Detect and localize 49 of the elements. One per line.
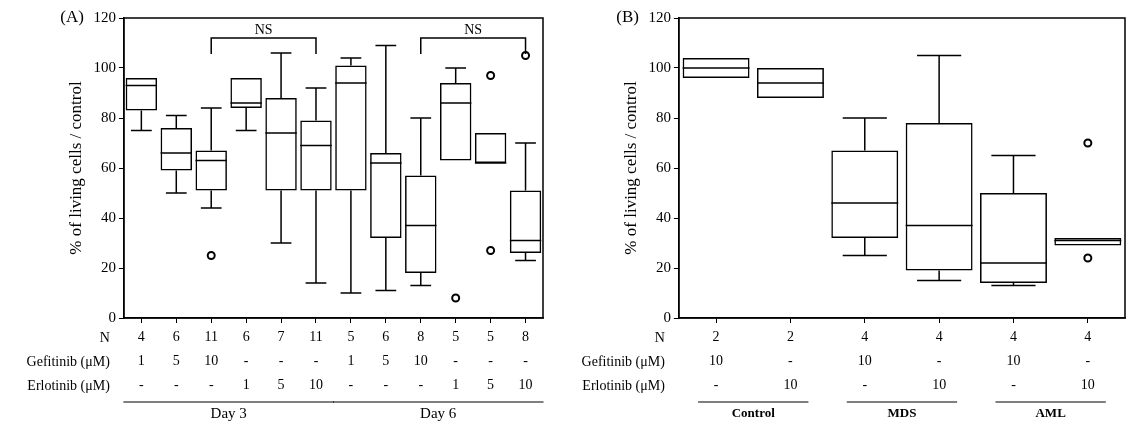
x-tick-label: 5 - 1	[452, 328, 460, 392]
y-tick-label: 120	[93, 8, 116, 25]
x-tick-label: 4 - 10	[932, 328, 947, 392]
x-tick-label: 4 10 -	[857, 328, 872, 392]
y-tick-label: 40	[100, 208, 116, 225]
y-tick-label: 0	[108, 308, 116, 325]
y-tick-label: 0	[663, 308, 671, 325]
text: Erlotinib (μM)	[582, 377, 666, 394]
text: Day 6	[420, 405, 457, 422]
text: N	[654, 329, 665, 345]
text: Gefitinib (μM)	[581, 353, 666, 370]
x-tick-label: 11 10 -	[204, 328, 219, 392]
x-tick-label: 2 10 -	[709, 328, 724, 392]
x-tick-label: 6 5 -	[382, 328, 390, 392]
x-tick-label: 7 - 5	[277, 328, 285, 392]
text: Control	[731, 404, 776, 420]
y-tick-label: 60	[100, 158, 116, 175]
x-tick-label: 4 10 -	[1006, 328, 1021, 392]
x-tick-label: 6 - 1	[242, 328, 250, 392]
text: N	[99, 329, 110, 345]
y-tick-label: 20	[100, 258, 116, 275]
y-axis-title: % of living cells / control	[65, 81, 85, 255]
annotation: NS	[464, 21, 483, 37]
x-tick-label: 8 - 10	[518, 328, 533, 392]
y-tick-label: 80	[100, 108, 116, 125]
x-tick-label: 6 5 -	[172, 328, 180, 392]
annotation: NS	[254, 21, 273, 37]
y-axis-title: % of living cells / control	[620, 81, 640, 255]
text: Erlotinib (μM)	[27, 377, 111, 394]
x-tick-label: 4 - 10	[1080, 328, 1095, 392]
y-tick-label: 40	[655, 208, 671, 225]
text: AML	[1035, 404, 1067, 420]
x-tick-label: 8 10 -	[413, 328, 428, 392]
y-tick-label: 100	[648, 58, 671, 75]
x-tick-label: 4 1 -	[137, 328, 145, 392]
y-tick-label: 20	[655, 258, 671, 275]
chart-title: (B)	[616, 7, 639, 27]
chart-title: (A)	[60, 7, 84, 27]
y-tick-label: 60	[655, 158, 671, 175]
y-tick-label: 100	[93, 58, 116, 75]
text: Day 3	[210, 405, 247, 422]
x-tick-label: 5 - 5	[487, 328, 495, 392]
text: MDS	[887, 404, 917, 420]
x-tick-label: 2 - 10	[783, 328, 798, 392]
text: Gefitinib (μM)	[26, 353, 111, 370]
x-tick-label: 5 1 -	[347, 328, 355, 392]
x-tick-label: 11 - 10	[308, 328, 323, 392]
y-tick-label: 120	[648, 8, 671, 25]
y-tick-label: 80	[655, 108, 671, 125]
